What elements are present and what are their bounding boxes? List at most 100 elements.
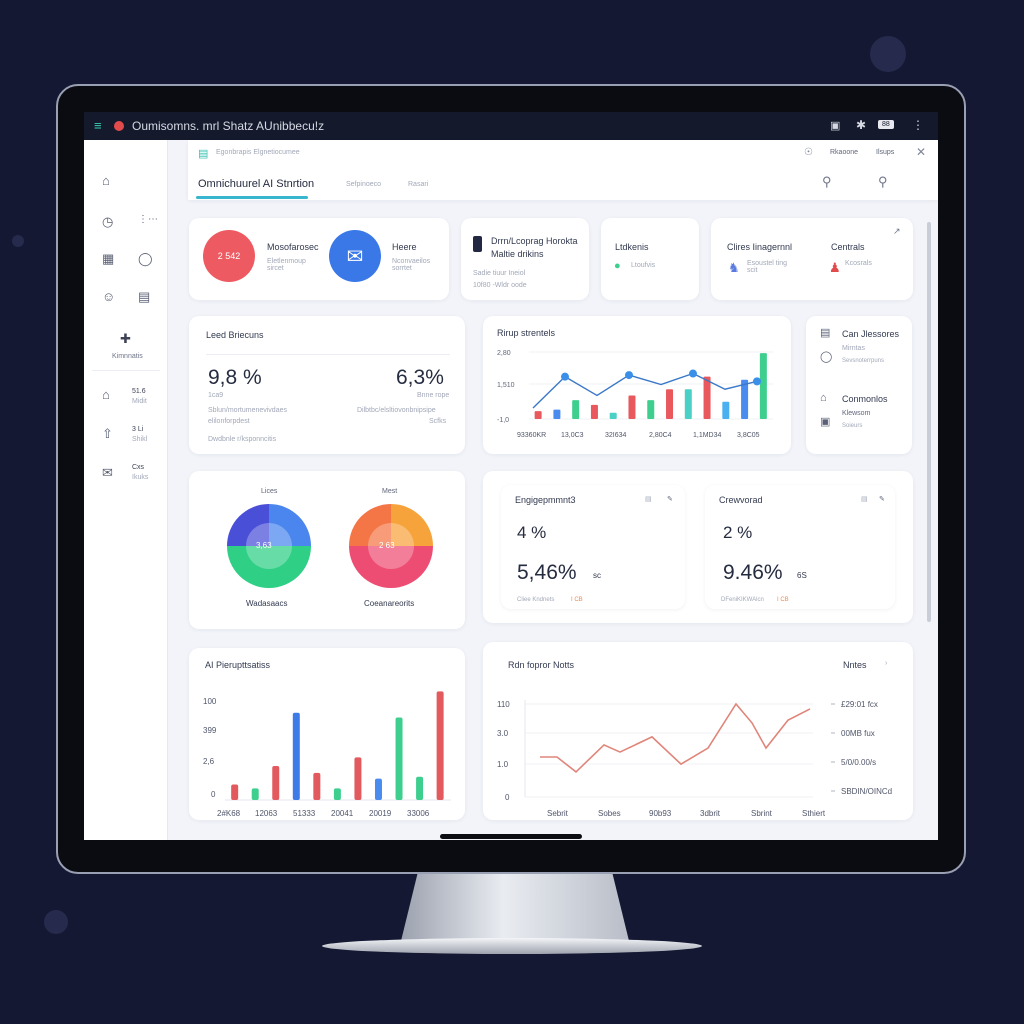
scrollbar[interactable] (927, 222, 931, 622)
calendar-icon[interactable]: ▤ (861, 496, 868, 503)
tab[interactable]: Sefpinoeco (346, 181, 382, 188)
bar (684, 389, 692, 419)
close-icon[interactable]: ✕ (916, 145, 927, 159)
donut-slice (227, 546, 311, 588)
bar (333, 788, 341, 800)
legend-entry: 5/0/0.00/s (841, 758, 876, 767)
card-title: Rirup strentels (497, 328, 556, 338)
card-title: Drrn/Lcoprag Horokta (491, 236, 578, 246)
pin-icon[interactable]: ◯ (820, 351, 833, 363)
tab[interactable]: Rasari (408, 181, 429, 188)
more-icon[interactable]: › (885, 660, 888, 667)
header-link[interactable]: Rkaoone (830, 149, 859, 156)
bar (741, 379, 749, 419)
bar-chart: 100 399 2,6 0 2#K68 12063 51333 20041 20019 33006 (203, 691, 451, 818)
group-chart-card: Rirup strentels 2,80 1,510 -1,0 93360KR 13,0… (483, 316, 791, 454)
x-tick-label: 2#K68 (217, 809, 241, 818)
mail-icon[interactable]: ✉ (329, 230, 381, 282)
y-tick-label: 0 (505, 793, 510, 802)
edit-icon[interactable]: ✎ (879, 496, 885, 503)
card-sub: Sadie tiuur Ineiol (473, 270, 526, 277)
metric-desc: Scfks (429, 418, 447, 425)
upload-icon: ⇧ (102, 426, 113, 441)
list-item[interactable]: Can Jlessores (842, 329, 900, 339)
header: ▤ Egonbrapis Elgnetiocumee Omnichuurel A… (188, 140, 938, 200)
bar (666, 389, 674, 419)
calendar-icon[interactable]: ▤ (645, 496, 652, 503)
home-icon[interactable]: ⌂ (102, 173, 110, 188)
bar (759, 353, 767, 419)
bar (534, 411, 542, 419)
bar (374, 778, 382, 800)
back-icon[interactable]: ≡ (94, 118, 102, 133)
stats-card: 2 542 Mosofarosec Eletlenmoup sircet ✉ H… (189, 218, 449, 300)
record-icon[interactable] (114, 121, 124, 131)
search-icon[interactable]: ⚲ (878, 174, 888, 189)
donut-slice (349, 504, 391, 546)
metric-value: 9,8 % (208, 366, 262, 389)
sidebar-action-label[interactable]: Kimnnatis (112, 353, 143, 360)
y-tick-label: 2,80 (497, 350, 511, 357)
list-item[interactable]: Conmonlos (842, 394, 888, 404)
user-icon[interactable]: ☺ (102, 289, 116, 304)
card-footer: Dwdbnle r/ksponncitis (208, 436, 277, 443)
kpi-value: 5,46% (517, 561, 577, 584)
donut-label: Mest (382, 488, 398, 495)
card-title: Clires Iinagernnl (727, 242, 793, 252)
x-tick-label: 20041 (331, 809, 354, 818)
image-icon[interactable]: ▣ (820, 416, 831, 428)
expand-icon[interactable]: ↗ (893, 226, 901, 236)
bar (590, 404, 598, 419)
page-title[interactable]: Omnichuurel AI Stnrtion (198, 178, 315, 190)
divider (206, 354, 450, 355)
search-icon[interactable]: ⚲ (822, 174, 832, 189)
donut-label: Lices (261, 488, 278, 495)
monitor-stand-neck (400, 870, 630, 945)
donut-slice (391, 504, 433, 546)
kpi-card: Engigepmmnt3 ▤ ✎ 4 % 5,46% sc Cliee Kndn… (483, 471, 913, 623)
bar-chart-card: AI Pierupttsatiss 100 399 2,6 0 2#K68 12063 51… (189, 648, 465, 820)
kpi-crewvorad: Crewvorad ▤ ✎ 2 % 9.46% 6S DFeniKIKWAlcn… (705, 485, 895, 609)
kpi-value: 9.46% (723, 561, 783, 584)
donut-hole (368, 523, 414, 569)
trend-point (689, 369, 697, 378)
profile-icon[interactable]: ▤ (138, 289, 151, 304)
edit-icon[interactable]: ✎ (667, 496, 673, 503)
card-title: Leed Briecuns (206, 330, 264, 340)
sidebar-item-value: Cxs (132, 464, 145, 471)
add-icon[interactable]: ✚ (120, 331, 131, 346)
settings-icon[interactable]: ✱ (856, 118, 867, 132)
donut-caption: Coeanareorits (364, 599, 415, 608)
trend-point (561, 372, 569, 381)
home-icon[interactable]: ⌂ (820, 392, 827, 404)
camera-icon[interactable]: ▣ (830, 120, 841, 132)
gauge-icon[interactable]: ◷ (102, 214, 114, 229)
donut-hole (246, 523, 292, 569)
sidebar-item-value: 3 Li (132, 426, 144, 433)
metric-sub: Bnne rope (417, 392, 450, 399)
chart-icon[interactable]: ▦ (102, 251, 115, 266)
donut-slice (269, 504, 311, 546)
help-icon[interactable]: ☉ (804, 147, 813, 158)
inbox-icon[interactable]: ▤ (820, 327, 831, 339)
kpi-value: 4 % (517, 523, 547, 542)
list-item-sub: Klewsom (842, 410, 871, 417)
breadcrumb[interactable]: Egonbrapis Elgnetiocumee (216, 149, 300, 156)
legend-entry: 00MB fux (841, 729, 875, 738)
x-tick-label: 3,8C05 (737, 432, 760, 439)
legend-entry: SBDIN/OINCd (841, 787, 892, 796)
kpi-tag: I CB (777, 597, 789, 603)
menu-icon[interactable]: ⋮ (912, 118, 924, 132)
bar (647, 400, 655, 419)
bar (313, 772, 321, 800)
network-icon[interactable]: ⋮⋯ (138, 214, 158, 225)
metric-value: 6,3% (396, 366, 444, 389)
bell-icon: ⌂ (102, 387, 110, 402)
bar (703, 376, 711, 419)
header-link[interactable]: Ilsups (876, 149, 895, 156)
y-tick-label: 110 (497, 700, 510, 709)
group-chart: 2,80 1,510 -1,0 93360KR 13,0C3 32I634 2,80C4 1,… (497, 350, 773, 439)
x-tick-label: Sbrint (751, 809, 773, 818)
card-title: Mosofarosec (267, 242, 319, 252)
message-icon[interactable]: ◯ (138, 251, 153, 266)
